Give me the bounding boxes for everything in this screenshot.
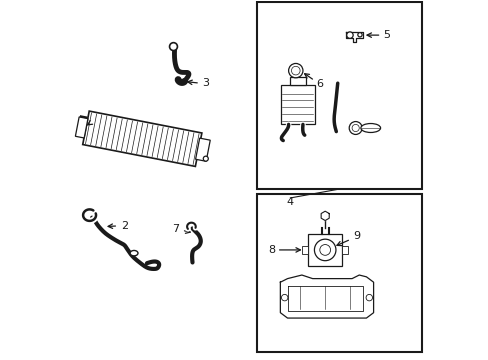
Polygon shape xyxy=(345,32,362,41)
Text: 5: 5 xyxy=(383,30,389,40)
Bar xyxy=(307,234,342,266)
Circle shape xyxy=(351,125,359,132)
Bar xyxy=(257,194,421,352)
Circle shape xyxy=(281,294,287,301)
Text: 6: 6 xyxy=(316,78,323,89)
Polygon shape xyxy=(321,211,328,221)
Bar xyxy=(302,246,307,253)
Circle shape xyxy=(319,244,330,255)
Text: 7: 7 xyxy=(172,224,179,234)
Bar xyxy=(342,246,347,253)
Bar xyxy=(280,85,314,125)
Circle shape xyxy=(169,42,177,50)
Bar xyxy=(257,3,421,189)
Text: 4: 4 xyxy=(286,197,293,207)
Ellipse shape xyxy=(130,251,138,256)
Text: 3: 3 xyxy=(202,78,209,88)
Circle shape xyxy=(348,122,362,134)
Circle shape xyxy=(346,32,352,39)
Bar xyxy=(289,77,305,85)
Circle shape xyxy=(291,66,300,75)
Text: 9: 9 xyxy=(352,231,360,240)
Circle shape xyxy=(357,33,362,37)
Text: 8: 8 xyxy=(267,245,274,255)
Circle shape xyxy=(314,239,335,261)
Text: 2: 2 xyxy=(121,221,128,231)
Polygon shape xyxy=(75,117,88,138)
Circle shape xyxy=(366,294,372,301)
Ellipse shape xyxy=(360,123,380,132)
Circle shape xyxy=(288,63,303,78)
Polygon shape xyxy=(280,275,373,318)
Polygon shape xyxy=(287,286,362,311)
Polygon shape xyxy=(195,138,210,161)
Circle shape xyxy=(203,156,208,161)
Text: 1: 1 xyxy=(80,118,87,128)
Polygon shape xyxy=(82,111,202,166)
